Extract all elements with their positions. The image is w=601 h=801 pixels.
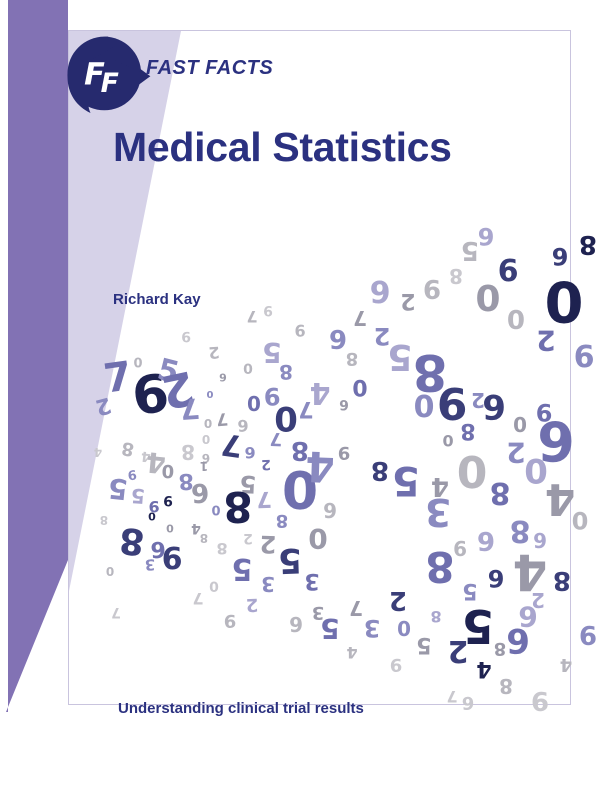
svg-text:F: F: [84, 58, 105, 93]
scatter-digit: 9: [573, 337, 595, 372]
book-title: Medical Statistics: [113, 124, 452, 170]
scatter-digit: 9: [578, 619, 598, 649]
scatter-digit: 8: [578, 229, 598, 259]
scatter-digit: 0: [571, 506, 589, 534]
svg-text:F: F: [101, 68, 119, 99]
fast-facts-wordmark: FAST FACTS: [146, 57, 274, 79]
book-author: Richard Kay: [113, 291, 201, 308]
book-subtitle: Understanding clinical trial results: [118, 700, 364, 717]
spine-band: [6, 0, 68, 712]
fast-facts-logo-icon: F F: [67, 36, 151, 118]
